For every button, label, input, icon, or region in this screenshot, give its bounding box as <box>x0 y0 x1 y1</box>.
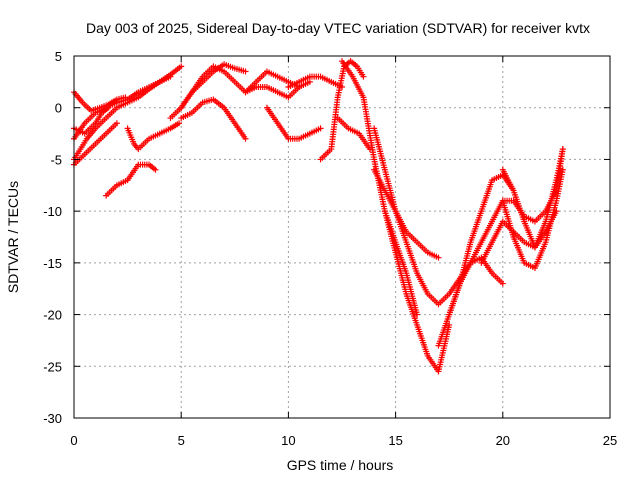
y-tick-label: 0 <box>55 101 62 116</box>
series-arc-14 <box>317 58 367 163</box>
x-tick-label: 5 <box>178 433 185 448</box>
x-tick-label: 25 <box>603 433 617 448</box>
data-point <box>306 78 313 85</box>
axis-ticks <box>73 55 611 419</box>
y-tick-label: -15 <box>43 256 62 271</box>
y-tick-label: -30 <box>43 411 62 426</box>
chart-title: Day 003 of 2025, Sidereal Day-to-day VTE… <box>86 20 590 36</box>
series-arc-17 <box>371 125 506 308</box>
data-point <box>296 84 303 91</box>
data-point <box>105 104 112 111</box>
data-point <box>242 135 249 142</box>
series-arc-4 <box>71 104 112 137</box>
series-arc-3 <box>71 89 129 114</box>
data-point <box>317 125 324 132</box>
data-point <box>559 166 566 173</box>
data-point <box>122 94 129 101</box>
data-point <box>446 321 453 328</box>
x-axis-label: GPS time / hours <box>287 457 394 473</box>
plot-frame <box>73 55 611 419</box>
y-tick-label: -10 <box>43 204 62 219</box>
y-tick-label: -25 <box>43 359 62 374</box>
data-point <box>242 68 249 75</box>
data-point <box>113 120 120 127</box>
series-arc-24 <box>499 166 560 251</box>
series-arc-18 <box>371 166 442 261</box>
data-point <box>553 208 560 215</box>
series-arc-6 <box>103 161 159 199</box>
data-point <box>360 73 367 80</box>
y-tick-label: -5 <box>50 152 62 167</box>
data-point <box>559 146 566 153</box>
series-arc-12 <box>263 104 324 142</box>
x-tick-labels: 0 5 10 15 20 25 <box>70 433 617 448</box>
data-point <box>178 63 185 70</box>
series-arc-7 <box>124 120 183 153</box>
series-arc-9 <box>178 61 249 111</box>
data-point <box>435 254 442 261</box>
x-tick-label: 10 <box>281 433 295 448</box>
series-arc-10 <box>178 96 249 142</box>
data-point <box>414 311 421 318</box>
data-point <box>176 120 183 127</box>
y-tick-label: -20 <box>43 308 62 323</box>
data-point <box>499 280 506 287</box>
x-tick-label: 15 <box>388 433 402 448</box>
y-axis-label: SDTVAR / TECUs <box>5 181 21 293</box>
x-tick-label: 0 <box>70 433 77 448</box>
y-tick-label: 5 <box>55 49 62 64</box>
data-marks <box>71 58 566 375</box>
y-tick-labels: -30 -25 -20 -15 -10 -5 0 5 <box>43 49 62 426</box>
series-arc-19 <box>381 208 421 318</box>
x-tick-label: 20 <box>496 433 510 448</box>
data-point <box>152 166 159 173</box>
data-point <box>167 73 174 80</box>
